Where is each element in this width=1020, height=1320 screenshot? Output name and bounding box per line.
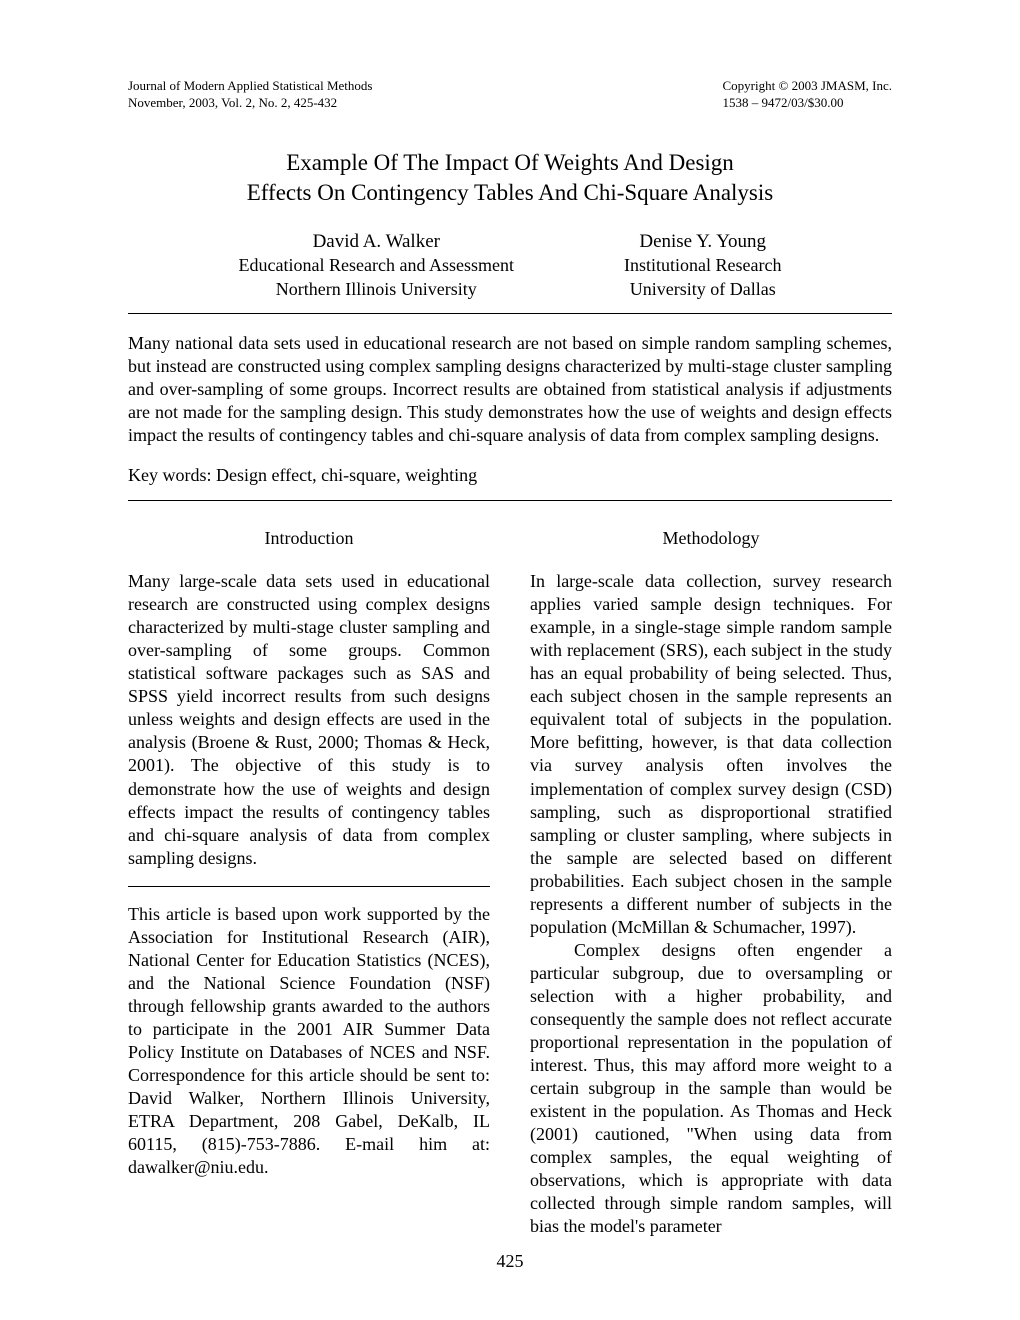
keywords-line: Key words: Design effect, chi-square, we… xyxy=(128,465,892,486)
header-right: Copyright © 2003 JMASM, Inc. 1538 – 9472… xyxy=(723,78,893,112)
author-2-name: Denise Y. Young xyxy=(624,230,781,255)
left-column: Introduction Many large-scale data sets … xyxy=(128,523,490,1238)
title-line-1: Example Of The Impact Of Weights And Des… xyxy=(286,150,734,175)
author-2-affiliation-2: University of Dallas xyxy=(624,278,781,301)
author-1-affiliation-2: Northern Illinois University xyxy=(239,278,514,301)
title-line-2: Effects On Contingency Tables And Chi-Sq… xyxy=(247,180,773,205)
author-1-affiliation-1: Educational Research and Assessment xyxy=(239,254,514,277)
mid-rule xyxy=(128,500,892,501)
methodology-paragraph-2: Complex designs often engender a particu… xyxy=(530,939,892,1238)
methodology-heading: Methodology xyxy=(530,527,892,550)
article-title: Example Of The Impact Of Weights And Des… xyxy=(128,148,892,208)
introduction-heading: Introduction xyxy=(128,527,490,550)
page-number: 425 xyxy=(497,1251,524,1272)
introduction-paragraph-1: Many large-scale data sets used in educa… xyxy=(128,570,490,869)
abstract-text: Many national data sets used in educatio… xyxy=(128,332,892,447)
author-1-name: David A. Walker xyxy=(239,230,514,255)
author-note-rule xyxy=(128,886,490,887)
author-1: David A. Walker Educational Research and… xyxy=(239,230,514,301)
header-left: Journal of Modern Applied Statistical Me… xyxy=(128,78,372,112)
author-2: Denise Y. Young Institutional Research U… xyxy=(624,230,781,301)
running-header: Journal of Modern Applied Statistical Me… xyxy=(128,78,892,112)
authors-block: David A. Walker Educational Research and… xyxy=(128,230,892,301)
author-2-affiliation-1: Institutional Research xyxy=(624,254,781,277)
methodology-paragraph-1: In large-scale data collection, survey r… xyxy=(530,570,892,939)
right-column: Methodology In large-scale data collecti… xyxy=(530,523,892,1238)
copyright-line: Copyright © 2003 JMASM, Inc. xyxy=(723,78,893,95)
body-columns: Introduction Many large-scale data sets … xyxy=(128,523,892,1238)
issue-line: November, 2003, Vol. 2, No. 2, 425-432 xyxy=(128,95,372,112)
journal-name: Journal of Modern Applied Statistical Me… xyxy=(128,78,372,95)
top-rule xyxy=(128,313,892,314)
author-note-paragraph: This article is based upon work supporte… xyxy=(128,903,490,1179)
issn-price-line: 1538 – 9472/03/$30.00 xyxy=(723,95,893,112)
